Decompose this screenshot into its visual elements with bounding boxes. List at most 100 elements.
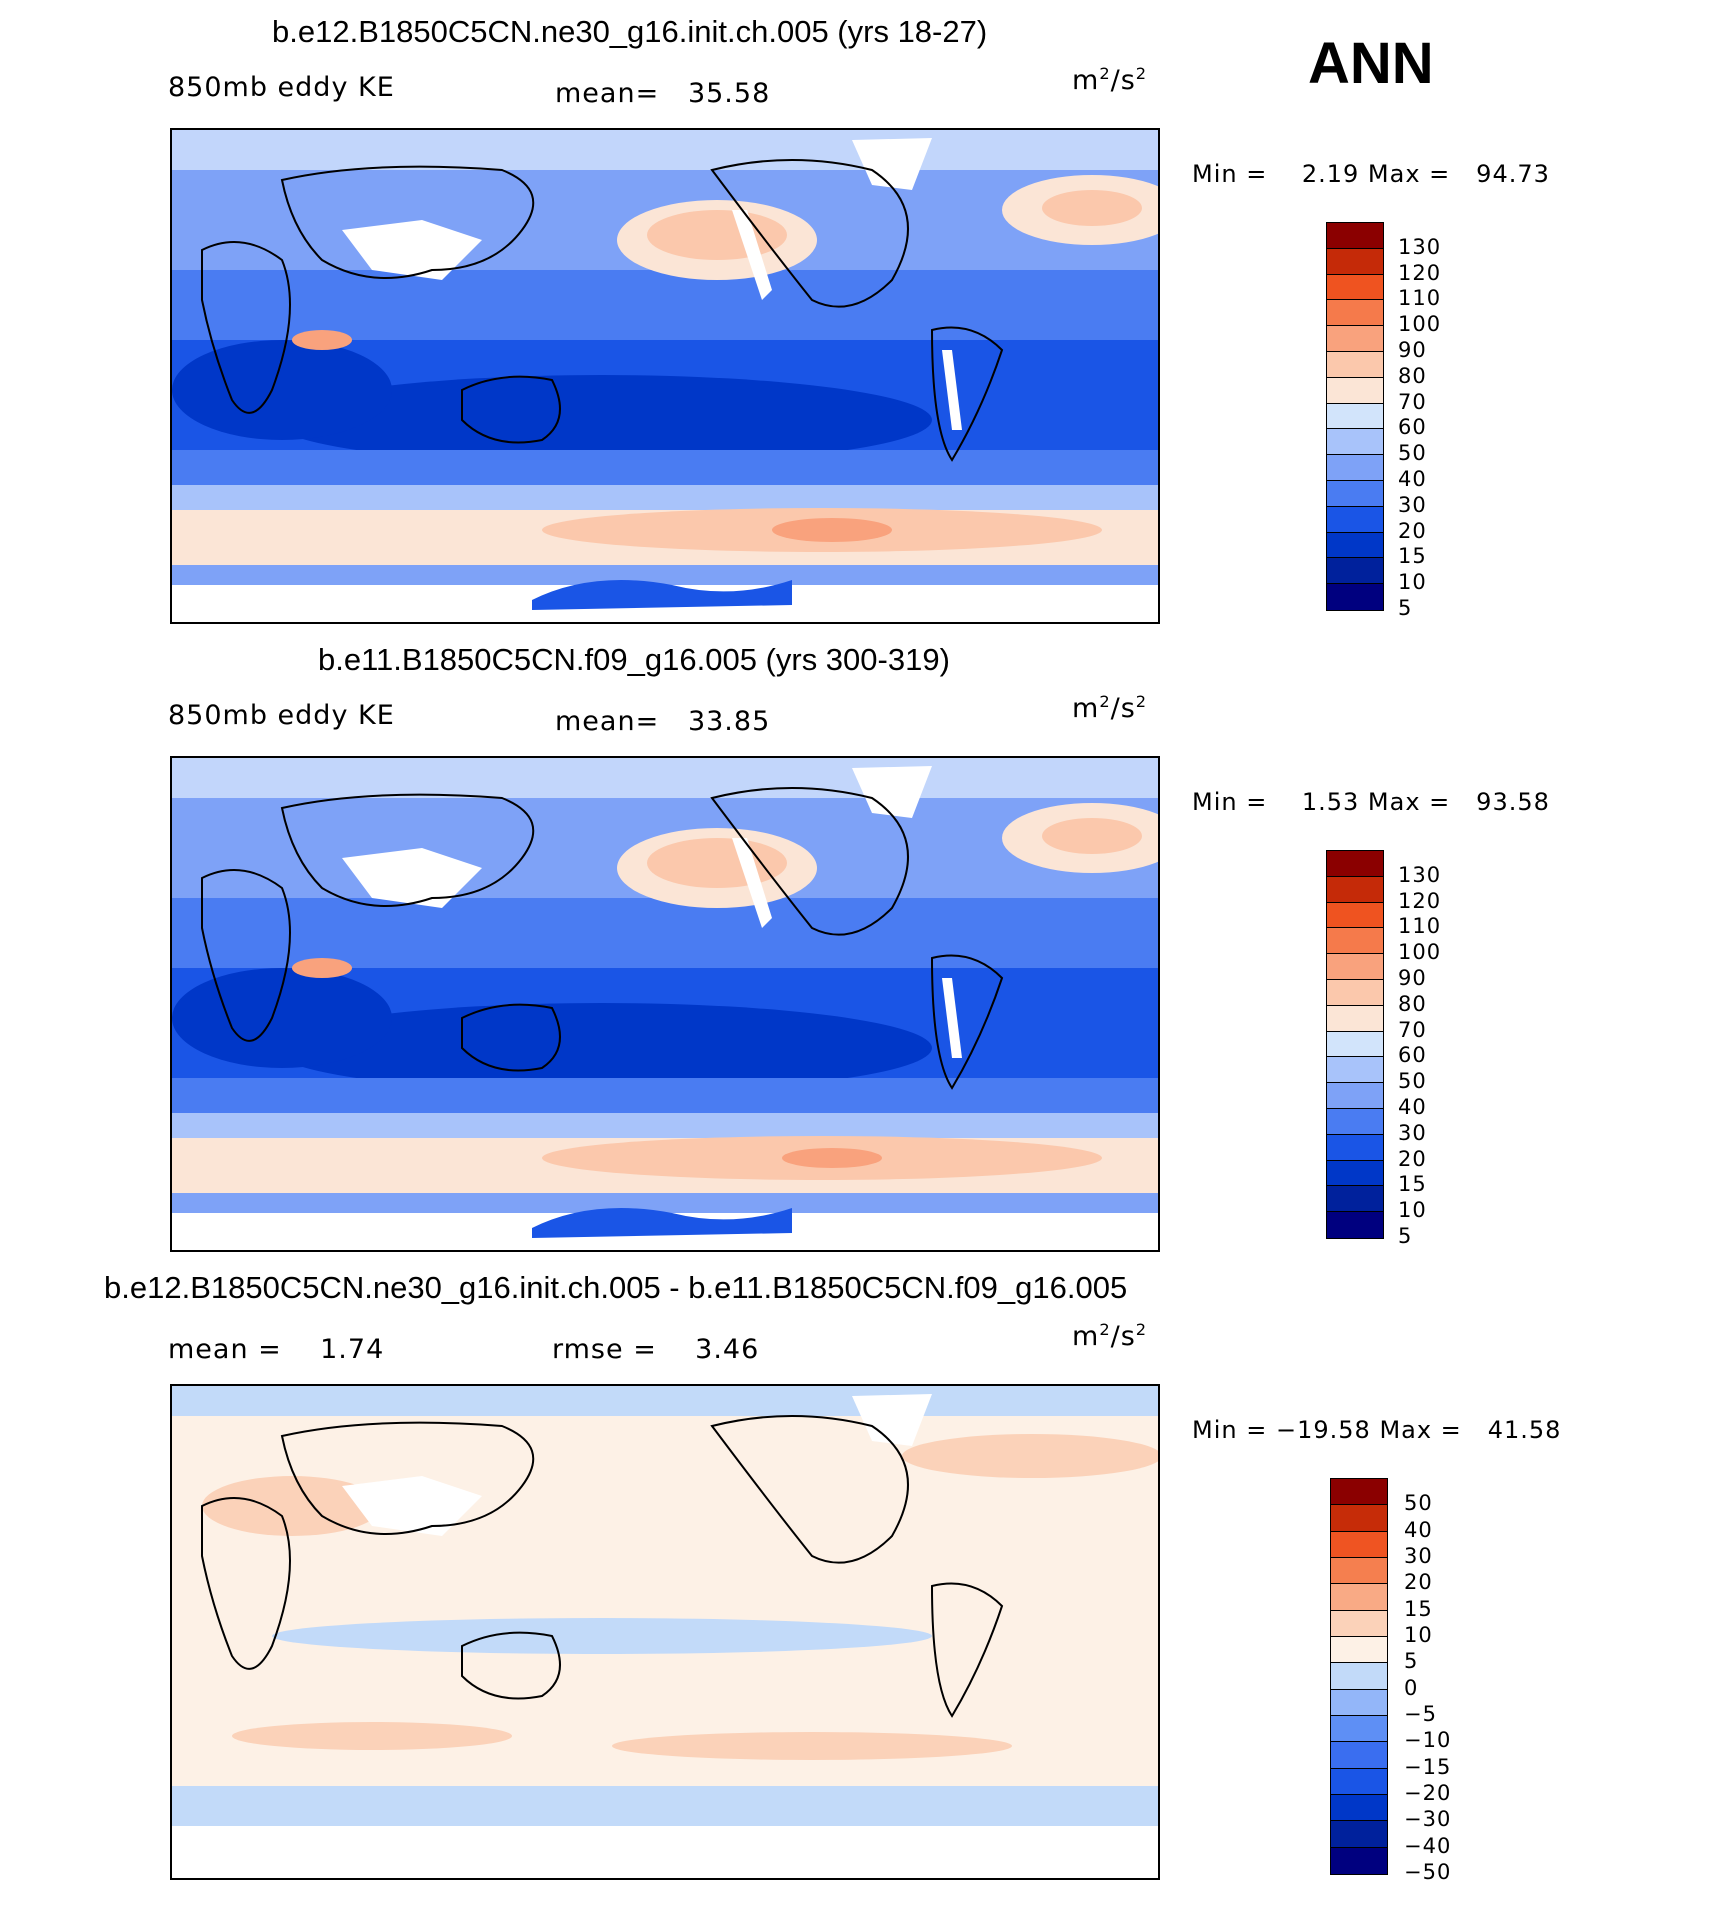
colorbar-swatch [1327, 377, 1383, 404]
colorbar-level-label: 90 [1398, 966, 1427, 990]
colorbar-level-label: 20 [1398, 1146, 1427, 1171]
colorbar-swatch [1331, 1794, 1387, 1822]
colorbar-level-label: 110 [1398, 286, 1442, 311]
arctic-band [172, 130, 1158, 170]
colorbar-level-label: 110 [1398, 914, 1442, 939]
panel3-minmax: Min = −19.58 Max = 41.58 [1192, 1416, 1561, 1444]
colorbar-level-label: 15 [1398, 1172, 1427, 1197]
panel3-colorbar [1330, 1478, 1388, 1875]
panel2-variable: 850mb eddy KE [168, 700, 395, 731]
colorbar-level-label: 70 [1398, 389, 1427, 414]
colorbar-swatch [1327, 300, 1383, 327]
south-america-outline [930, 1582, 1004, 1718]
colorbar-level-label: 0 [1404, 1675, 1419, 1700]
units-exp: 2 [1099, 64, 1111, 83]
panel3-colorbar-labels: −50 −40 −30 −20 −15 −10 −5 0 5 10 15 20 30 40 50 [1404, 1478, 1484, 1884]
colorbar-swatch [1331, 1663, 1387, 1690]
antarctic-edge [172, 1193, 1158, 1213]
colorbar-level-label: −40 [1404, 1833, 1452, 1858]
colorbar-level-label: 10 [1398, 1198, 1427, 1223]
panel1-map [170, 128, 1160, 624]
colorbar-swatch [1327, 248, 1383, 275]
africa-outline [201, 1497, 291, 1670]
colorbar-swatch [1327, 1186, 1383, 1213]
panel1-max-label: Max = [1367, 160, 1451, 188]
colorbar-swatch [1327, 506, 1383, 533]
panel1-max: 94.73 [1476, 160, 1550, 188]
colorbar-swatch [1327, 455, 1383, 481]
sio-positive [232, 1722, 512, 1750]
subtropic-band [172, 270, 1158, 340]
units-s: /s [1110, 65, 1136, 96]
panel3-map-svg [172, 1386, 1158, 1878]
colorbar-level-label: 5 [1398, 596, 1413, 620]
colorbar-swatch [1327, 223, 1383, 249]
colorbar-swatch [1327, 1134, 1383, 1161]
colorbar-level-label: 40 [1404, 1517, 1433, 1542]
panel2-mean: mean= 33.85 [555, 706, 770, 737]
colorbar-level-label: 15 [1404, 1596, 1433, 1621]
colorbar-swatch [1327, 851, 1383, 877]
colorbar-swatch [1327, 1212, 1383, 1238]
colorbar-level-label: 60 [1398, 1043, 1427, 1068]
sh-band [172, 1113, 1158, 1138]
panel1-min-label: Min = [1192, 160, 1268, 188]
colorbar-level-label: 100 [1398, 940, 1442, 965]
africa-outline [201, 241, 291, 414]
sh-subtropic-band [172, 1078, 1158, 1113]
panel1-title: b.e12.B1850C5CN.ne30_g16.init.ch.005 (yr… [272, 14, 988, 49]
colorbar-swatch [1327, 979, 1383, 1006]
australia-outline [461, 1631, 561, 1700]
antarctica [172, 1826, 1158, 1878]
colorbar-swatch [1331, 1689, 1387, 1716]
tibet-mask [342, 1476, 482, 1536]
panel1-units: m2/s2 [1072, 64, 1147, 96]
colorbar-level-label: 100 [1398, 312, 1442, 337]
sh-subtropic-band [172, 450, 1158, 485]
greenland-mask [852, 138, 932, 190]
panel2-title: b.e11.B1850C5CN.f09_g16.005 (yrs 300-319… [318, 642, 950, 677]
panel1-variable: 850mb eddy KE [168, 72, 395, 103]
colorbar-level-label: 20 [1404, 1570, 1433, 1595]
antarctic-coast-blue [532, 580, 792, 610]
units-exp2: 2 [1135, 64, 1148, 83]
subtropic-band [172, 898, 1158, 968]
australia-outline [461, 1003, 561, 1072]
colorbar-swatch [1327, 1108, 1383, 1135]
panel2-max: 93.58 [1476, 788, 1550, 816]
colorbar-swatch [1331, 1531, 1387, 1558]
antarctic-edge [172, 565, 1158, 585]
tibet-mask [342, 848, 482, 908]
colorbar-level-label: −30 [1404, 1807, 1452, 1832]
colorbar-swatch [1331, 1742, 1387, 1769]
season-label: ANN [1308, 31, 1434, 96]
colorbar-swatch [1327, 274, 1383, 301]
panel1-colorbar [1326, 222, 1384, 611]
panel1-minmax: Min = 2.19 Max = 94.73 [1192, 160, 1550, 188]
eurasia-outline [280, 1421, 535, 1535]
tropic-band-blue [272, 1618, 932, 1654]
sh-stormtrack-max [772, 518, 892, 542]
somali-jet [292, 330, 352, 350]
colorbar-level-label: 50 [1398, 441, 1427, 466]
panel1-min: 2.19 [1301, 160, 1360, 188]
colorbar-swatch [1331, 1584, 1387, 1611]
colorbar-level-label: −50 [1404, 1860, 1452, 1884]
africa-core [172, 340, 392, 440]
panel2-map [170, 756, 1160, 1252]
colorbar-level-label: −15 [1404, 1754, 1452, 1779]
panel2-colorbar [1326, 850, 1384, 1239]
colorbar-swatch [1327, 1005, 1383, 1032]
panel2-min-label: Min = [1192, 788, 1268, 816]
colorbar-level-label: 10 [1398, 570, 1427, 595]
colorbar-level-label: 80 [1398, 991, 1427, 1016]
arctic-band [172, 1386, 1158, 1416]
npacific-core [647, 838, 787, 888]
panel2-map-svg [172, 758, 1158, 1250]
colorbar-swatch [1327, 480, 1383, 507]
colorbar-swatch [1327, 928, 1383, 955]
colorbar-swatch [1331, 1610, 1387, 1637]
units-s: /s [1110, 1321, 1136, 1352]
panel3-mean-value: 1.74 [320, 1334, 385, 1365]
colorbar-level-label: 10 [1404, 1623, 1433, 1647]
